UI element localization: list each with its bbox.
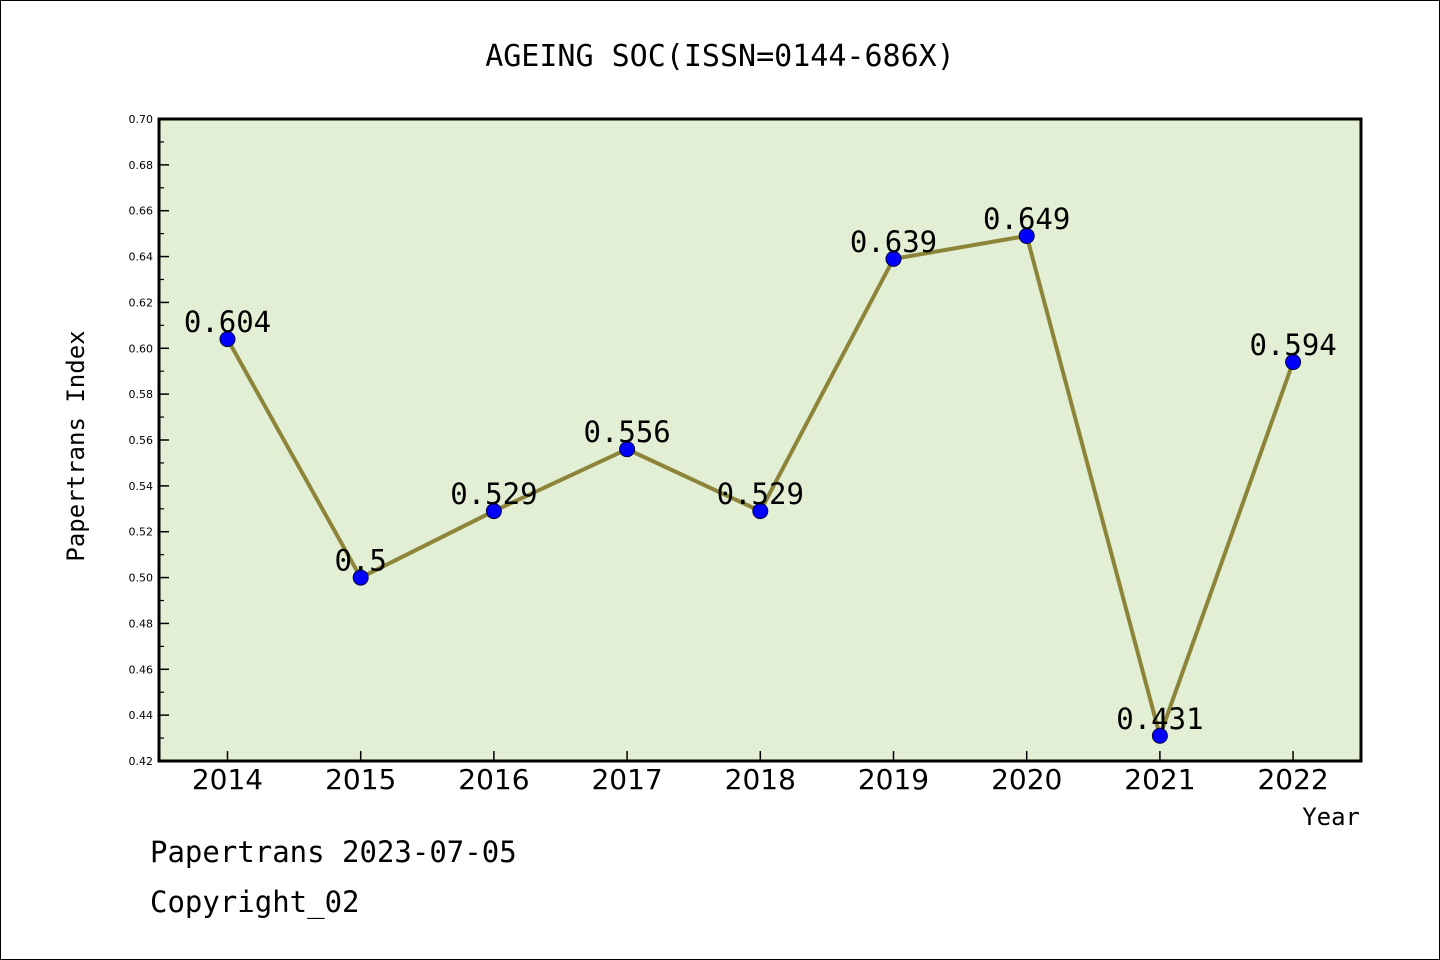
data-point (1285, 354, 1302, 371)
data-label: 0.431 (1116, 702, 1203, 736)
data-label: 0.5 (335, 544, 387, 578)
x-tick-label: 2020 (991, 763, 1062, 796)
data-point (352, 569, 369, 586)
x-axis-label: Year (1302, 803, 1360, 831)
data-label: 0.529 (450, 477, 537, 511)
data-label: 0.556 (583, 415, 670, 449)
y-tick-label: 0.64 (129, 251, 154, 264)
data-label: 0.604 (184, 305, 271, 339)
data-label: 0.639 (850, 225, 937, 259)
data-point (485, 503, 502, 520)
y-axis-ticks: 0.42 0.44 0.46 0.48 0.50 0.52 0.54 0.56 0.58 0.60… (129, 113, 169, 768)
y-axis-label: Papertrans Index (62, 330, 90, 561)
y-tick-label: 0.50 (129, 572, 154, 585)
y-tick-label: 0.42 (129, 755, 154, 768)
data-point (219, 331, 236, 348)
data-label: 0.594 (1249, 328, 1336, 362)
footer-copyright: Copyright_02 (150, 885, 360, 919)
y-tick-label: 0.56 (129, 434, 154, 447)
data-point (619, 441, 636, 458)
data-label: 0.649 (983, 202, 1070, 236)
x-tick-label: 2021 (1124, 763, 1195, 796)
data-point (752, 503, 769, 520)
data-point (885, 250, 902, 267)
data-points (219, 227, 1302, 744)
x-tick-label: 2022 (1257, 763, 1328, 796)
y-tick-label: 0.58 (129, 388, 154, 401)
x-tick-label: 2014 (192, 763, 263, 796)
y-tick-label: 0.46 (129, 663, 154, 676)
data-point (1018, 227, 1035, 244)
x-tick-label: 2019 (858, 763, 929, 796)
data-point (1151, 727, 1168, 744)
data-label: 0.529 (717, 477, 804, 511)
x-tick-label: 2016 (458, 763, 529, 796)
chart-title: AGEING SOC(ISSN=0144-686X) (485, 39, 955, 74)
plot-area (157, 117, 1363, 763)
y-tick-label: 0.62 (129, 296, 154, 309)
y-tick-label: 0.52 (129, 526, 154, 539)
y-tick-label: 0.48 (129, 617, 154, 630)
y-tick-label: 0.44 (129, 709, 154, 722)
y-tick-label: 0.60 (129, 342, 154, 355)
y-tick-label: 0.66 (129, 205, 154, 218)
y-tick-label: 0.70 (129, 113, 154, 126)
x-axis-ticks: 2014 2015 2016 2017 2018 2019 2020 2021 2022 (192, 751, 1329, 796)
x-tick-label: 2018 (725, 763, 796, 796)
data-labels: 0.604 0.5 0.529 0.556 0.529 0.639 0.649 0.431 0.… (184, 202, 1337, 736)
x-tick-label: 2017 (591, 763, 662, 796)
footer-date: Papertrans 2023-07-05 (150, 835, 517, 869)
x-tick-label: 2015 (325, 763, 396, 796)
y-tick-label: 0.54 (129, 480, 154, 493)
y-tick-label: 0.68 (129, 159, 154, 172)
